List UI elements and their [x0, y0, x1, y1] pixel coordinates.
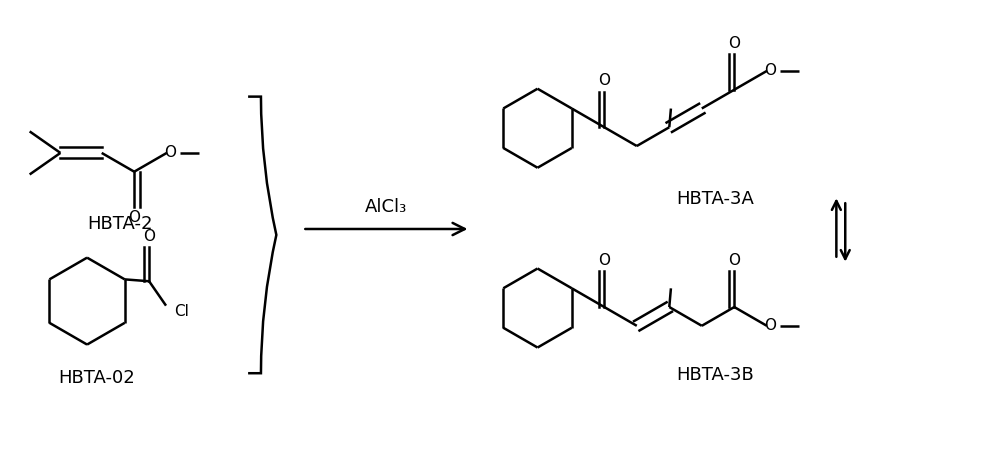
Text: O: O [764, 319, 776, 333]
Text: O: O [143, 229, 155, 244]
Text: O: O [164, 145, 176, 160]
Text: HBTA-02: HBTA-02 [59, 369, 135, 387]
Text: O: O [728, 253, 740, 268]
Text: HBTA-3B: HBTA-3B [676, 366, 754, 384]
Text: O: O [128, 210, 140, 225]
Text: Cl: Cl [174, 304, 189, 319]
Text: O: O [728, 36, 740, 51]
Text: HBTA-2: HBTA-2 [87, 215, 152, 233]
Text: O: O [764, 64, 776, 79]
Text: O: O [598, 73, 610, 88]
Text: HBTA-3A: HBTA-3A [676, 191, 754, 208]
Text: AlCl₃: AlCl₃ [365, 198, 408, 216]
Text: O: O [598, 253, 610, 268]
